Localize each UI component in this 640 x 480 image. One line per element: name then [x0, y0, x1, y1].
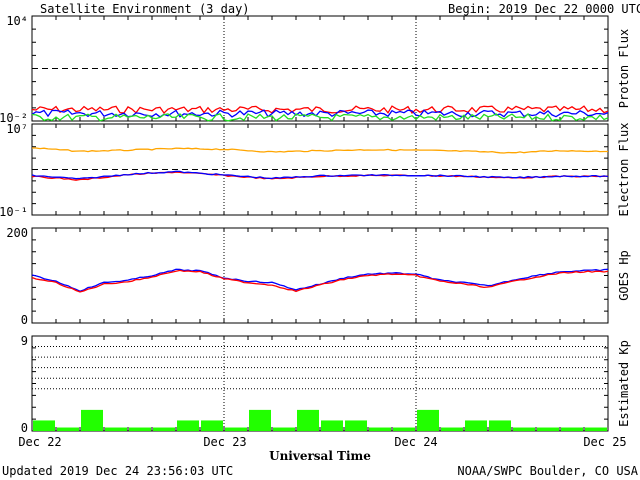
series-red-1 [31, 171, 609, 181]
kp-bar-14 [369, 427, 391, 431]
kp-bar-8 [225, 427, 247, 431]
kp-bar-9 [249, 409, 271, 431]
begin-time: Begin: 2019 Dec 22 0000 UTC [448, 2, 640, 16]
kp-bar-1 [57, 427, 79, 431]
kp-bar-2 [81, 409, 103, 431]
y-tick-label-top-1: 10⁷ [6, 122, 28, 136]
kp-bar-16 [417, 409, 439, 431]
x-tick-label-1: Dec 23 [203, 435, 246, 449]
kp-bar-18 [465, 420, 487, 431]
kp-bar-4 [129, 427, 151, 431]
x-axis-label: Universal Time [269, 449, 371, 463]
kp-bar-0 [33, 420, 55, 431]
kp-bar-20 [513, 427, 535, 431]
y-tick-label-bottom-3: 0 [21, 421, 28, 435]
kp-bar-19 [489, 420, 511, 431]
series-orange-1 [32, 147, 608, 154]
panel-frame-3 [31, 335, 609, 432]
kp-bar-11 [297, 409, 319, 431]
kp-bar-15 [393, 427, 415, 431]
y-axis-label-0: Proton Flux [617, 29, 631, 108]
updated-timestamp: Updated 2019 Dec 24 23:56:03 UTC [2, 464, 233, 478]
y-axis-label-2: GOES Hp [617, 250, 631, 301]
series-red-2 [31, 269, 609, 293]
y-axis-label-1: Electron Flux [617, 123, 631, 217]
y-axis-label-3: Estimated Kp [617, 340, 631, 427]
series-blue-1 [31, 170, 609, 180]
kp-bar-5 [153, 427, 175, 431]
y-tick-label-top-2: 200 [6, 226, 28, 240]
kp-bar-10 [273, 427, 295, 431]
panel-frame-1 [31, 123, 609, 216]
kp-bar-3 [105, 427, 127, 431]
series-red-0 [31, 105, 609, 115]
x-tick-label-0: Dec 22 [18, 435, 61, 449]
y-tick-label-top-3: 9 [21, 334, 28, 348]
credit-text: NOAA/SWPC Boulder, CO USA [457, 464, 638, 478]
chart-title: Satellite Environment (3 day) [40, 2, 250, 16]
kp-bar-22 [561, 427, 583, 431]
kp-bar-6 [177, 420, 199, 431]
panel-frame-0 [31, 15, 609, 122]
kp-bar-7 [201, 420, 223, 431]
kp-bar-17 [441, 427, 463, 431]
kp-bar-21 [537, 427, 559, 431]
series-green-0 [31, 113, 609, 122]
y-tick-label-bottom-2: 0 [21, 313, 28, 327]
x-tick-label-2: Dec 24 [394, 435, 437, 449]
y-tick-label-bottom-0: 10⁻² [0, 111, 28, 125]
x-tick-label-3: Dec 25 [583, 435, 626, 449]
y-tick-label-top-0: 10⁴ [6, 14, 28, 28]
kp-bar-23 [585, 427, 607, 431]
y-tick-label-bottom-1: 10⁻¹ [0, 205, 28, 219]
panel-frame-2 [31, 227, 609, 324]
kp-bar-12 [321, 420, 343, 431]
kp-bar-13 [345, 420, 367, 431]
